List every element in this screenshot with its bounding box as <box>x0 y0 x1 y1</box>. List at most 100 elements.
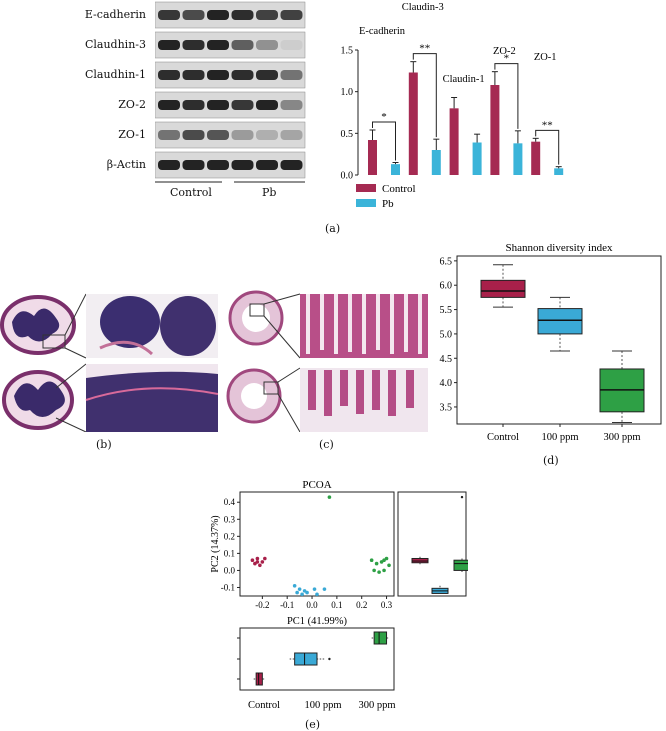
scatter-point <box>305 590 309 595</box>
blot-band <box>256 70 278 80</box>
blot-band <box>231 10 254 20</box>
category-label: ZO-2 <box>493 46 516 57</box>
bar-pb <box>431 150 441 175</box>
y-tick-label: 6.5 <box>440 256 453 267</box>
category-label: Claudin-1 <box>443 74 485 85</box>
pc1-boxplot: Control 100 ppm 300 ppm <box>237 627 396 711</box>
blot-row-label: Claudhin-1 <box>84 68 146 81</box>
scatter-point <box>258 563 262 568</box>
blot-strip <box>155 1 306 29</box>
blot-band <box>158 100 180 110</box>
y-tick-label: 0.4 <box>224 497 236 507</box>
blot-band <box>256 100 278 110</box>
blot-band <box>182 100 205 110</box>
outlier-point <box>328 657 331 661</box>
scatter-point <box>315 592 319 597</box>
significance-marker: * <box>504 53 510 65</box>
blot-band <box>231 130 254 140</box>
y-tick-label: 1.0 <box>341 87 354 98</box>
y-tick-label: 4.0 <box>440 378 453 389</box>
bar-control <box>490 85 500 175</box>
histology-image-c <box>220 290 428 432</box>
blot-band <box>158 130 180 140</box>
blot-row-label: ZO-2 <box>118 98 146 111</box>
scatter-point <box>327 495 332 499</box>
y-tick-label: 6.0 <box>440 281 453 292</box>
y-tick-label: 0.1 <box>224 548 235 558</box>
scatter-point <box>369 558 374 562</box>
scatter-point <box>255 556 260 561</box>
blot-band <box>280 160 303 170</box>
significance-marker: ** <box>419 43 430 55</box>
plot-frame <box>456 255 662 425</box>
scatter-point <box>382 558 386 562</box>
y-tick-label: -0.1 <box>221 582 235 592</box>
bar-pb <box>554 168 564 175</box>
blot-band <box>207 70 229 80</box>
blot-band <box>280 70 303 80</box>
y-tick-label: 1.5 <box>341 46 354 57</box>
blot-group-underline <box>155 181 305 183</box>
blot-band <box>280 40 303 50</box>
blot-band <box>182 160 205 170</box>
blot-band <box>182 40 205 50</box>
x-tick-label: 100 ppm <box>304 700 341 711</box>
bar-control <box>531 141 541 175</box>
y-tick-label: 5.0 <box>440 329 453 340</box>
panel-label-d: (d) <box>543 454 559 467</box>
blot-band <box>256 40 278 50</box>
significance-marker: ** <box>542 119 553 131</box>
y-tick-label: 4.5 <box>440 354 453 365</box>
x-tick-label: 0.1 <box>331 600 342 610</box>
scatter-point <box>255 560 260 564</box>
histology-image-b <box>0 292 218 432</box>
blot-band <box>231 70 254 80</box>
blot-band <box>207 130 229 140</box>
y-axis-label: PC2 (14.37%) <box>210 515 221 572</box>
bar-control <box>408 72 418 175</box>
significance-bracket <box>535 129 560 165</box>
bar-control <box>449 108 459 175</box>
category-label: E-cadherin <box>359 26 406 37</box>
y-tick-label: 0.0 <box>224 565 236 575</box>
blot-band <box>280 130 303 140</box>
blot-band <box>158 10 180 20</box>
significance-bracket <box>494 63 519 129</box>
scatter-point <box>292 583 297 588</box>
x-tick-label: -0.1 <box>280 600 294 610</box>
blot-band <box>207 10 229 20</box>
scatter-point <box>374 561 379 566</box>
blot-band <box>207 160 229 170</box>
legend-swatch-pb <box>356 199 376 207</box>
box <box>453 559 468 571</box>
bar-pb <box>513 143 523 175</box>
shannon-boxplot: Shannon diversity index 3.5 4.0 4.5 5.0 5.5 6.… <box>440 242 662 443</box>
blot-band <box>158 160 180 170</box>
chart-title: Shannon diversity index <box>506 242 613 254</box>
scatter-point <box>377 570 381 574</box>
panel-label-e: (e) <box>305 718 321 731</box>
bar-pb <box>472 142 482 175</box>
blot-band <box>256 10 278 20</box>
x-tick-label: -0.2 <box>255 600 269 610</box>
scatter-point <box>263 556 267 561</box>
blot-band <box>158 40 180 50</box>
outlier-point <box>460 495 464 499</box>
x-tick-label: 0.2 <box>356 600 367 610</box>
blot-row-label: E-cadherin <box>84 8 146 21</box>
box <box>255 672 263 686</box>
significance-bracket <box>412 53 437 138</box>
blot-band <box>182 70 205 80</box>
protein-bar-chart: 0.0 0.5 1.0 1.5 E-cadherin * Claudin-3 ** Claudi… <box>341 2 564 210</box>
western-blot-image <box>155 1 306 179</box>
x-tick-label: Control <box>248 700 280 711</box>
pc2-boxplot <box>397 491 468 597</box>
blot-group-control: Control <box>170 186 212 199</box>
y-tick-label: 0.5 <box>341 129 354 140</box>
scatter-point <box>382 568 386 573</box>
panel-label-c: (c) <box>319 438 334 451</box>
blot-row-label: β-Actin <box>106 158 146 171</box>
blot-band <box>207 40 229 50</box>
x-axis-label: PC1 (41.99%) <box>287 616 348 627</box>
category-label: ZO-1 <box>534 52 557 63</box>
